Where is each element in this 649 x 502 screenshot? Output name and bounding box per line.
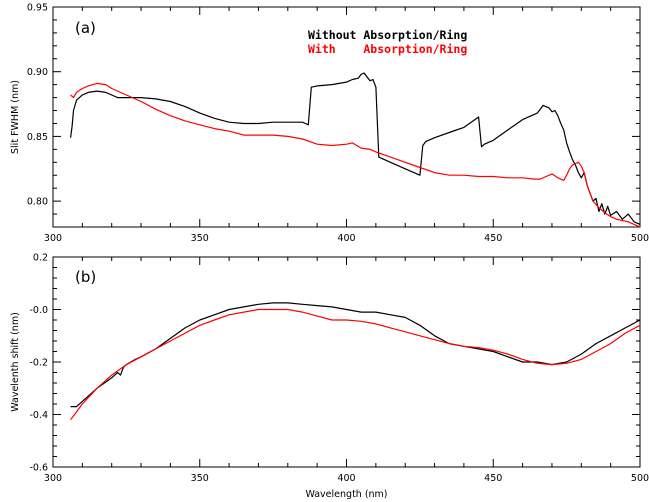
panel-b: 300 350 400 450 500 -0.6 -0.4 -0.2 -0.0 0.2 Wavele…: [10, 253, 649, 501]
y-tick-label: 0.85: [27, 132, 48, 143]
panel-label: (a): [75, 19, 96, 37]
x-tick-label: 450: [484, 473, 502, 484]
y-tick-label: -0.4: [29, 410, 48, 421]
x-axis-title: Wavelength (nm): [305, 489, 387, 500]
x-tick-label: 300: [44, 233, 62, 244]
x-tick-label: 500: [631, 233, 649, 244]
series-line-black: [70, 72, 640, 225]
panel-label: (b): [75, 268, 96, 286]
series-line-red: [70, 308, 640, 421]
y-axis-title: Slit FWHM (nm): [10, 80, 21, 154]
x-tick-label: 400: [337, 233, 355, 244]
legend-entry: With Absorption/Ring: [308, 42, 467, 56]
y-axis-title: Wavelenth shift (nm): [10, 312, 21, 412]
panel-a: 300 350 400 450 500 0.80 0.85 0.90 0.95 Slit FWHM…: [10, 3, 649, 245]
x-tick-label: 300: [44, 473, 62, 484]
y-tick-label: -0.2: [29, 358, 48, 369]
y-tick-label: 0.2: [33, 253, 48, 264]
y-tick-label: 0.95: [27, 3, 48, 14]
series-line-red: [70, 82, 640, 227]
x-tick-label: 450: [484, 233, 502, 244]
plot-frame: [52, 256, 641, 468]
y-tick-label: 0.80: [27, 197, 48, 208]
x-tick-label: 350: [191, 473, 209, 484]
x-tick-label: 400: [337, 473, 355, 484]
y-tick-label: 0.90: [27, 67, 48, 78]
y-tick-label: -0.0: [29, 305, 48, 316]
legend-entry: Without Absorption/Ring: [308, 28, 467, 42]
y-tick-label: -0.6: [29, 463, 48, 474]
x-tick-label: 500: [631, 473, 649, 484]
series-line-black: [70, 302, 640, 408]
x-tick-label: 350: [191, 233, 209, 244]
